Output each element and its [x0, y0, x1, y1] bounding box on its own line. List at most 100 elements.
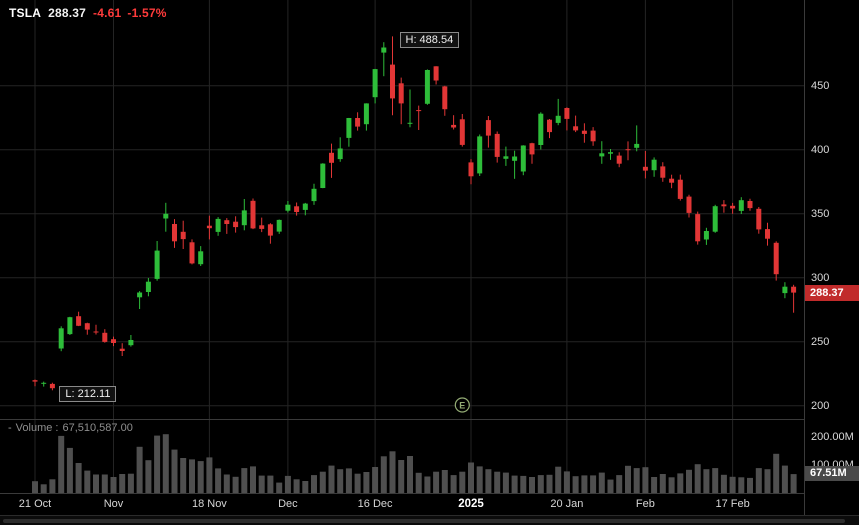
volume-bar [197, 461, 204, 493]
volume-bar [729, 476, 736, 493]
volume-bar [520, 475, 527, 493]
candle-body [503, 156, 509, 159]
low-price-annotation: L: 212.11 [59, 386, 117, 403]
candle-body [529, 143, 535, 155]
candle-body [538, 113, 544, 145]
earnings-marker[interactable]: E [454, 397, 470, 413]
volume-bar [127, 473, 134, 493]
price-axis-label: 350 [811, 207, 830, 220]
volume-bar [694, 464, 701, 493]
volume-bar [529, 477, 535, 493]
volume-bar [773, 453, 780, 493]
volume-bar [572, 476, 579, 493]
volume-bar [659, 474, 666, 493]
volume-bar [764, 469, 771, 493]
volume-pane[interactable] [0, 420, 804, 493]
candle-body [276, 219, 282, 232]
volume-bar [363, 472, 370, 493]
candle-body [712, 206, 718, 232]
volume-bar [651, 477, 658, 493]
candle-body [651, 159, 657, 171]
candle-body [215, 218, 221, 232]
scrollbar-handle[interactable] [3, 519, 845, 523]
pane-divider[interactable] [0, 419, 859, 420]
volume-bar [563, 471, 570, 493]
price-axis-label: 250 [811, 335, 830, 348]
volume-bar [712, 468, 719, 493]
time-axis-label: 18 Nov [191, 498, 227, 510]
volume-bar [66, 447, 73, 493]
candle-body [198, 251, 204, 265]
time-axis-label: Dec [278, 498, 298, 510]
volume-bar [241, 468, 248, 493]
volume-bar [546, 474, 553, 493]
volume-bar [345, 468, 352, 493]
volume-bar [84, 470, 91, 493]
candle-body [686, 196, 692, 213]
candle-body [320, 163, 326, 188]
last-price-label: 288.37 [48, 6, 87, 20]
volume-bar [311, 475, 317, 493]
volume-bar [415, 472, 422, 493]
candle-body [329, 152, 334, 163]
volume-bar [424, 476, 431, 493]
price-axis-label: 400 [811, 143, 830, 156]
volume-collapse-button[interactable]: - [8, 422, 12, 434]
volume-bar [720, 474, 727, 493]
candle-body [49, 383, 55, 389]
candle-body [206, 225, 212, 229]
candle-body [67, 317, 73, 335]
price-chart-pane[interactable]: E [0, 0, 804, 419]
volume-bar [459, 471, 466, 493]
candle-body [485, 120, 491, 136]
candle-body [119, 348, 125, 351]
time-axis-label: 16 Dec [357, 498, 393, 510]
volume-bar [502, 472, 509, 493]
candle-body [180, 231, 186, 240]
candle-body [294, 206, 300, 212]
volume-bar [337, 469, 344, 493]
volume-bar [468, 462, 474, 493]
candle-body [407, 122, 413, 124]
time-axis[interactable]: 21 Oct Nov 18 Nov Dec 16 Dec 2025 20 Jan Feb 17 … [0, 494, 804, 515]
candle-body [285, 204, 291, 211]
volume-bar [119, 474, 126, 493]
volume-bar [441, 470, 448, 493]
candle-body [58, 328, 64, 349]
candle-body [512, 156, 518, 161]
volume-bar [407, 456, 413, 493]
volume-bar [633, 468, 640, 493]
candle-body [555, 115, 561, 123]
volume-bar [180, 458, 187, 493]
time-axis-label: 2025 [458, 498, 484, 510]
volume-bar [302, 481, 309, 493]
candle-body [782, 286, 788, 294]
horizontal-scrollbar[interactable] [0, 515, 859, 525]
candle-body [346, 118, 352, 138]
price-axis[interactable]: 288.37 67.51M 450 400 350 300 250 200 200.00M 1… [804, 0, 859, 515]
candle-body [721, 204, 727, 207]
candle-body [102, 332, 108, 342]
candle-body [634, 143, 640, 148]
candle-body [756, 208, 762, 230]
volume-bar [450, 475, 457, 493]
last-price-axis-badge: 288.37 [805, 284, 859, 301]
volume-bar [58, 435, 65, 493]
candle-body [76, 316, 82, 326]
candle-body [695, 214, 701, 242]
candle-body [259, 225, 265, 229]
candle-body [616, 155, 622, 164]
candle-body [625, 149, 631, 151]
candle-body [93, 331, 99, 333]
candle-body [302, 203, 308, 210]
candle-body [172, 224, 177, 242]
candle-body [32, 380, 38, 382]
volume-bar [781, 465, 788, 493]
candle-body [703, 231, 709, 240]
time-axis-label: 20 Jan [550, 498, 584, 510]
price-change-label: -4.61 [93, 6, 122, 20]
time-axis-label: 21 Oct [18, 498, 52, 510]
volume-bar [189, 459, 195, 493]
symbol-label[interactable]: TSLA [9, 6, 42, 20]
candle-body [424, 70, 430, 104]
